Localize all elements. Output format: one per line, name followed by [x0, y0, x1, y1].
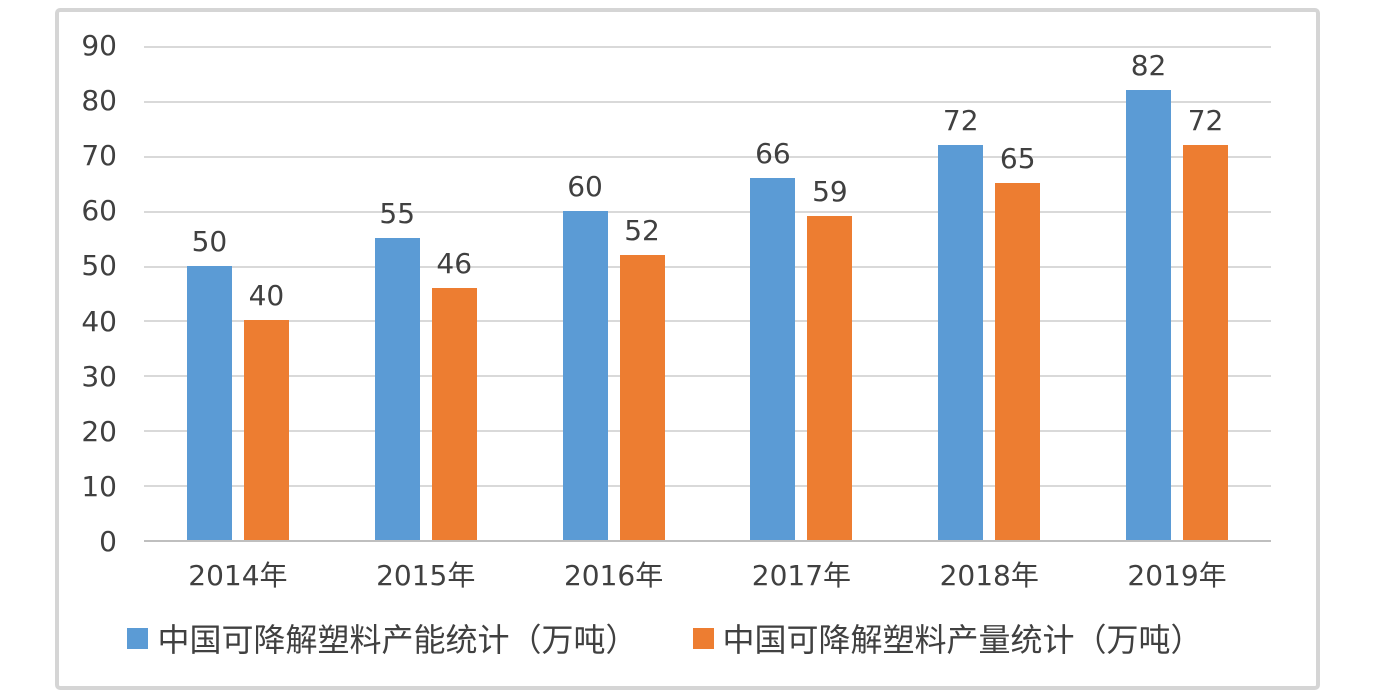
x-axis-label: 2015年	[376, 559, 476, 592]
bar-output-2014年[interactable]	[243, 320, 289, 540]
bar-wrap-output: 40	[243, 46, 289, 540]
bar-groups-layer: 50 40 55 46 60 52 66 59 72 65 82 72	[144, 46, 1271, 540]
y-tick-label: 80	[81, 84, 117, 118]
gridline	[144, 430, 1271, 433]
x-axis: 2014年 2015年 2016年 2017年 2018年 2019年	[144, 542, 1271, 592]
bar-capacity-2015年[interactable]	[374, 238, 420, 540]
legend-swatch-output	[692, 627, 714, 649]
y-tick-label: 60	[81, 194, 117, 228]
bar-group-2019年: 82 72	[1083, 46, 1271, 540]
bar-wrap-capacity: 50	[186, 46, 232, 540]
x-axis-label: 2017年	[751, 559, 852, 592]
bar-group-2017年: 66 59	[707, 46, 895, 540]
gridline	[144, 485, 1271, 488]
bar-groups: 50 40 55 46 60 52 66 59 72 65 82 72	[144, 46, 1271, 540]
bar-wrap-capacity: 60	[562, 46, 608, 540]
bar-output-2016年[interactable]	[619, 254, 665, 540]
x-axis-label: 2018年	[939, 559, 1039, 592]
y-tick-label: 0	[99, 525, 117, 558]
y-tick-label: 90	[81, 29, 117, 62]
bar-capacity-2014年[interactable]	[186, 265, 232, 540]
gridline	[144, 100, 1271, 103]
y-tick-label: 20	[81, 414, 117, 448]
bar-output-2017年[interactable]	[807, 216, 853, 540]
legend-item-capacity[interactable]: 中国可降解塑料产能统计（万吨）	[127, 615, 638, 661]
legend: 中国可降解塑料产能统计（万吨） 中国可降解塑料产量统计（万吨）	[59, 592, 1271, 684]
bar-group-2014年: 50 40	[144, 46, 332, 540]
bar-value-label: 60	[567, 169, 603, 203]
gridline	[144, 320, 1271, 323]
bar-group-2018年: 72 65	[895, 46, 1083, 540]
legend-label-capacity: 中国可降解塑料产能统计（万吨）	[157, 621, 638, 659]
bar-value-label: 40	[248, 279, 285, 313]
gridline	[144, 265, 1271, 268]
bar-wrap-output: 52	[619, 46, 665, 540]
bar-wrap-output: 59	[807, 46, 853, 540]
bar-group-2015年: 55 46	[332, 46, 520, 540]
bar-value-label: 50	[191, 224, 228, 258]
bar-value-label: 72	[1187, 103, 1224, 137]
gridline	[144, 375, 1271, 378]
x-axis-label: 2016年	[563, 559, 664, 592]
bar-output-2015年[interactable]	[431, 287, 477, 540]
bar-value-label: 46	[436, 246, 473, 280]
grouped-bar-chart: 0 10 20 30 40 50 60 70 80 90 50 40 55 46 60 52 66 59 72 65…	[59, 12, 1316, 686]
y-axis: 0 10 20 30 40 50 60 70 80 90	[59, 32, 144, 556]
bar-wrap-output: 46	[431, 46, 477, 540]
bar-wrap-output: 65	[995, 46, 1041, 540]
bar-value-label: 55	[379, 197, 416, 231]
bar-wrap-capacity: 55	[374, 46, 420, 540]
bar-wrap-capacity: 66	[750, 46, 796, 540]
legend-swatch-capacity	[127, 627, 149, 649]
bar-value-label: 72	[942, 103, 979, 137]
gridline	[144, 46, 1271, 48]
bar-capacity-2016年[interactable]	[562, 210, 608, 540]
y-tick-label: 50	[81, 249, 117, 283]
bar-value-label: 52	[624, 213, 660, 247]
bar-output-2018年[interactable]	[995, 183, 1041, 540]
bar-wrap-capacity: 82	[1126, 46, 1172, 540]
bar-value-label: 66	[755, 136, 791, 170]
bar-value-label: 59	[812, 175, 848, 209]
y-tick-label: 10	[81, 469, 117, 503]
x-axis-label: 2019年	[1127, 559, 1227, 592]
bar-capacity-2018年[interactable]	[938, 144, 984, 540]
legend-item-output[interactable]: 中国可降解塑料产量统计（万吨）	[692, 615, 1203, 661]
plot-area: 50 40 55 46 60 52 66 59 72 65 82 72	[144, 46, 1271, 542]
bar-value-label: 65	[999, 142, 1036, 176]
y-tick-label: 70	[81, 139, 117, 173]
y-tick-label: 30	[81, 359, 117, 393]
gridline	[144, 155, 1271, 158]
y-tick-label: 40	[81, 304, 117, 338]
legend-label-output: 中国可降解塑料产量统计（万吨）	[722, 621, 1203, 659]
bar-capacity-2017年[interactable]	[750, 177, 796, 540]
bar-capacity-2019年[interactable]	[1126, 89, 1172, 540]
bar-value-label: 82	[1130, 48, 1167, 82]
chart-frame: 0 10 20 30 40 50 60 70 80 90 50 40 55 46 60 52 66 59 72 65…	[55, 8, 1320, 690]
bar-group-2016年: 60 52	[520, 46, 708, 540]
bar-output-2019年[interactable]	[1183, 144, 1229, 540]
bar-wrap-capacity: 72	[938, 46, 984, 540]
gridline	[144, 210, 1271, 213]
x-axis-label: 2014年	[188, 559, 288, 592]
bar-wrap-output: 72	[1183, 46, 1229, 540]
